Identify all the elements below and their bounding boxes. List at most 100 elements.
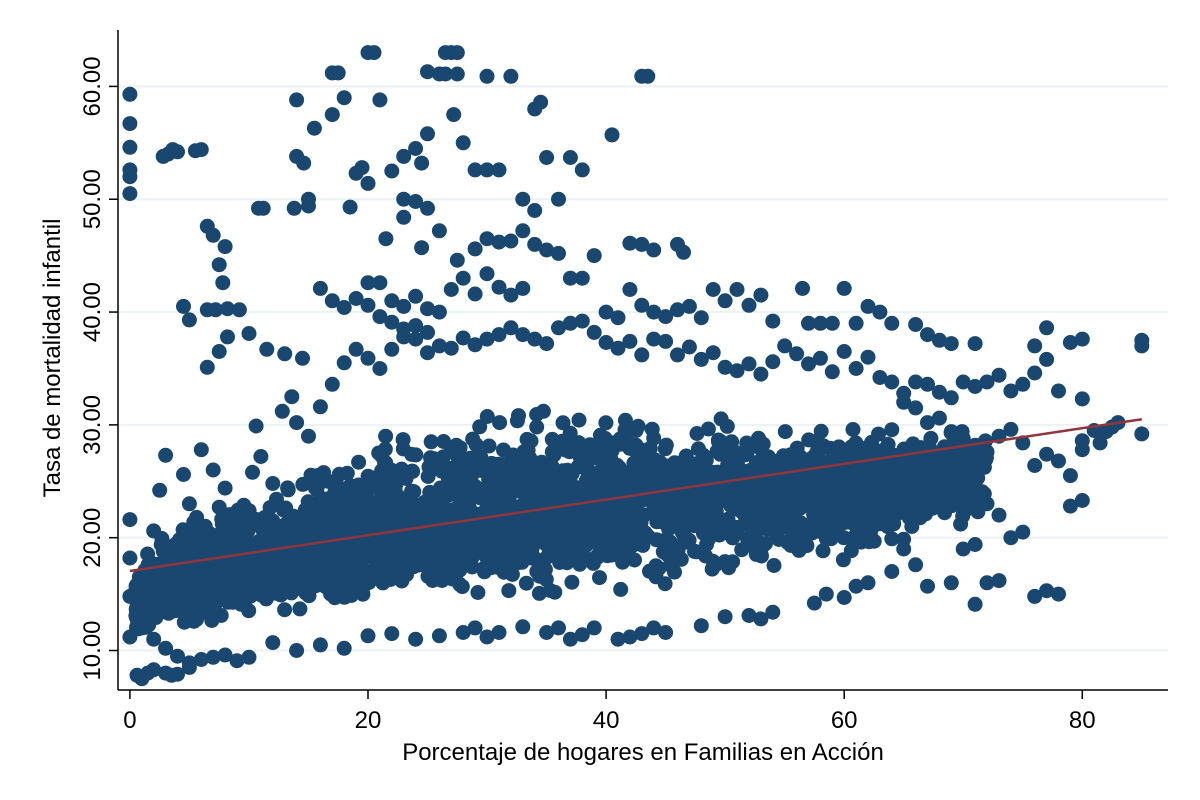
data-point (670, 347, 685, 363)
data-point (446, 536, 462, 552)
data-point (716, 516, 732, 532)
data-point (729, 523, 745, 539)
data-point (176, 467, 191, 482)
y-tick-label: 20.00 (79, 508, 106, 568)
data-point (806, 506, 822, 522)
data-point (1051, 383, 1066, 399)
data-point (1074, 493, 1090, 508)
data-point (309, 482, 325, 498)
data-point (967, 537, 983, 552)
data-point (700, 421, 716, 437)
data-point (170, 648, 185, 664)
data-point (408, 194, 424, 209)
x-axis-title: Porcentaje de hogares en Familias en Acc… (402, 739, 884, 766)
data-point (1051, 453, 1066, 469)
data-point (617, 466, 633, 482)
data-point (431, 628, 447, 644)
data-point (808, 490, 824, 505)
data-point (241, 649, 257, 665)
data-point (872, 304, 888, 320)
data-point (408, 447, 424, 463)
data-point (586, 248, 602, 264)
y-tick-label: 50.00 (79, 169, 106, 229)
data-point (820, 473, 836, 489)
data-point (753, 287, 769, 303)
data-point (240, 519, 255, 535)
data-point (562, 315, 578, 331)
data-point (384, 341, 400, 357)
data-point (185, 588, 201, 604)
data-point (414, 240, 430, 256)
data-point (378, 231, 394, 247)
data-point (1062, 335, 1078, 350)
data-point (232, 535, 248, 551)
data-point (301, 428, 316, 444)
data-point (482, 486, 498, 502)
data-point (777, 498, 793, 513)
data-point (479, 409, 495, 424)
data-point (615, 554, 631, 570)
data-point (217, 647, 233, 663)
data-point (717, 293, 733, 309)
data-point (514, 470, 530, 486)
data-point (494, 510, 510, 525)
data-point (515, 619, 531, 635)
data-point (280, 482, 296, 498)
y-tick-label: 10.00 (79, 620, 106, 680)
data-point (1015, 376, 1031, 392)
data-point (828, 516, 844, 532)
data-point (479, 231, 495, 247)
data-point (732, 473, 748, 489)
data-point (544, 431, 560, 447)
data-point (878, 472, 894, 488)
data-point (678, 448, 694, 464)
data-point (551, 245, 566, 261)
data-point (478, 504, 494, 520)
data-point (908, 317, 924, 332)
data-point (312, 280, 328, 296)
data-point (406, 484, 422, 500)
data-point (275, 577, 291, 593)
data-point (336, 640, 352, 656)
data-point (949, 479, 965, 495)
data-point (644, 421, 660, 437)
data-point (170, 666, 185, 682)
data-point (795, 280, 810, 296)
data-point (765, 313, 781, 329)
data-point (896, 481, 911, 497)
data-point (144, 605, 160, 620)
data-point (1027, 365, 1043, 381)
data-point (836, 590, 852, 605)
data-point (204, 592, 220, 608)
data-point (991, 573, 1007, 589)
data-point (492, 415, 508, 431)
data-point (213, 542, 229, 558)
data-point (904, 519, 920, 534)
data-point (713, 411, 729, 427)
data-point (384, 626, 400, 642)
data-point (527, 203, 543, 218)
data-point (824, 364, 840, 380)
data-point (255, 200, 271, 216)
data-point (420, 126, 435, 142)
data-point (860, 575, 876, 591)
data-point (270, 543, 286, 559)
data-point (646, 620, 662, 636)
data-point (205, 649, 221, 665)
data-point (890, 503, 905, 519)
data-point (529, 419, 545, 435)
data-point (321, 474, 337, 489)
data-point (721, 560, 737, 576)
data-point (660, 505, 676, 521)
data-point (396, 209, 412, 225)
data-point (622, 235, 638, 251)
data-point (417, 544, 433, 559)
data-point (211, 344, 227, 359)
data-point (372, 92, 388, 108)
data-point (871, 426, 886, 442)
data-point (452, 440, 468, 456)
data-point (220, 329, 235, 345)
data-point (452, 576, 468, 592)
data-point (920, 415, 935, 431)
data-point (353, 539, 369, 555)
